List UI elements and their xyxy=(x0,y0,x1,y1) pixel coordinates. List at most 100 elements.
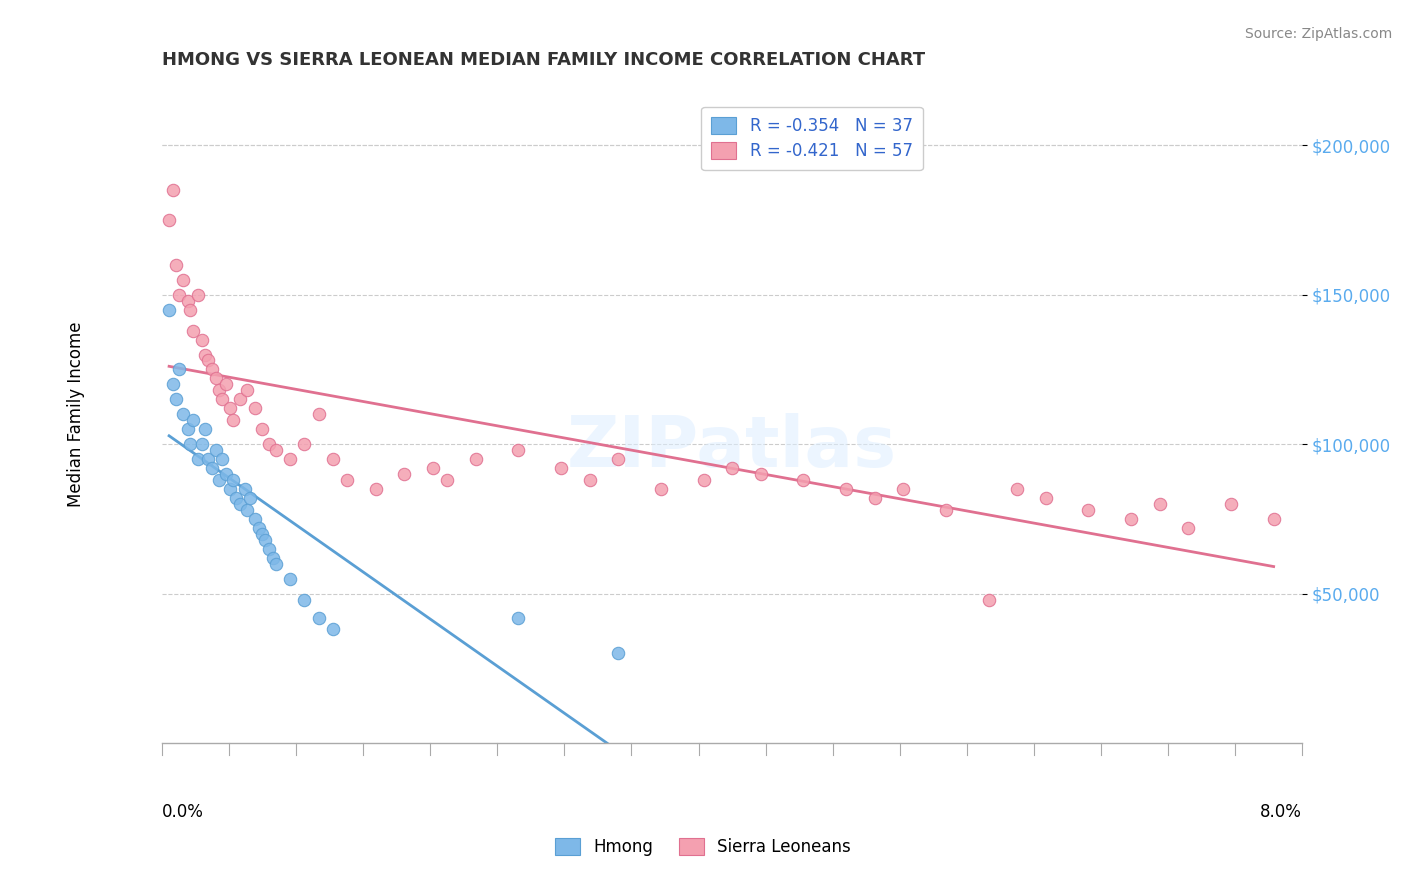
Point xyxy=(1263,512,1285,526)
Point xyxy=(157,213,180,227)
Point xyxy=(1119,512,1142,526)
Point xyxy=(364,482,387,496)
Point xyxy=(208,473,231,487)
Point xyxy=(162,377,184,392)
Point xyxy=(257,541,280,556)
Text: HMONG VS SIERRA LEONEAN MEDIAN FAMILY INCOME CORRELATION CHART: HMONG VS SIERRA LEONEAN MEDIAN FAMILY IN… xyxy=(162,51,925,69)
Text: 0.0%: 0.0% xyxy=(162,803,204,821)
Point xyxy=(229,497,252,511)
Text: Source: ZipAtlas.com: Source: ZipAtlas.com xyxy=(1244,27,1392,41)
Point xyxy=(294,437,316,451)
Point xyxy=(167,362,190,376)
Point xyxy=(236,384,259,398)
Point xyxy=(264,557,287,571)
Point xyxy=(247,521,270,535)
Point xyxy=(215,377,238,392)
Legend: Hmong, Sierra Leoneans: Hmong, Sierra Leoneans xyxy=(546,828,860,866)
Point xyxy=(650,482,672,496)
Point xyxy=(578,473,600,487)
Point xyxy=(749,467,772,481)
Point xyxy=(1177,521,1199,535)
Point xyxy=(278,452,301,467)
Point xyxy=(172,273,194,287)
Point xyxy=(721,461,744,475)
Point xyxy=(1219,497,1241,511)
Point xyxy=(215,467,238,481)
Point xyxy=(194,347,217,361)
Point xyxy=(250,422,273,436)
Point xyxy=(208,384,231,398)
Point xyxy=(308,610,330,624)
Point xyxy=(236,503,259,517)
Point xyxy=(187,452,209,467)
Point xyxy=(243,401,266,416)
Point xyxy=(1077,503,1099,517)
Point xyxy=(891,482,914,496)
Point xyxy=(253,533,276,547)
Point xyxy=(165,258,187,272)
Point xyxy=(243,512,266,526)
Point xyxy=(197,353,219,368)
Point xyxy=(222,413,245,427)
Point xyxy=(219,482,242,496)
Point xyxy=(607,452,630,467)
Point xyxy=(294,592,316,607)
Point xyxy=(792,473,814,487)
Point xyxy=(179,437,201,451)
Legend: R = -0.354   N = 37, R = -0.421   N = 57: R = -0.354 N = 37, R = -0.421 N = 57 xyxy=(702,107,922,170)
Point xyxy=(1005,482,1028,496)
Point xyxy=(233,482,256,496)
Point xyxy=(222,473,245,487)
Point xyxy=(167,287,190,301)
Point xyxy=(194,422,217,436)
Point xyxy=(835,482,858,496)
Point xyxy=(508,610,530,624)
Point xyxy=(162,183,184,197)
Point xyxy=(201,362,224,376)
Point xyxy=(205,443,228,458)
Point xyxy=(436,473,458,487)
Point xyxy=(197,452,219,467)
Point xyxy=(322,623,344,637)
Point xyxy=(225,491,247,505)
Point xyxy=(176,422,198,436)
Point xyxy=(250,526,273,541)
Point xyxy=(239,491,262,505)
Text: 8.0%: 8.0% xyxy=(1260,803,1302,821)
Point xyxy=(205,371,228,385)
Point xyxy=(191,437,214,451)
Point xyxy=(187,287,209,301)
Point xyxy=(181,324,204,338)
Point xyxy=(422,461,444,475)
Point xyxy=(179,302,201,317)
Point xyxy=(607,646,630,660)
Point xyxy=(464,452,486,467)
Point xyxy=(211,452,233,467)
Point xyxy=(935,503,957,517)
Point xyxy=(863,491,886,505)
Point xyxy=(336,473,359,487)
Point xyxy=(508,443,530,458)
Point xyxy=(219,401,242,416)
Point xyxy=(977,592,1000,607)
Point xyxy=(229,392,252,407)
Point xyxy=(264,443,287,458)
Point xyxy=(176,293,198,308)
Point xyxy=(211,392,233,407)
Point xyxy=(172,407,194,421)
Point xyxy=(278,572,301,586)
Point xyxy=(262,550,284,565)
Text: ZIPatlas: ZIPatlas xyxy=(567,413,897,482)
Point xyxy=(1149,497,1171,511)
Point xyxy=(322,452,344,467)
Point xyxy=(257,437,280,451)
Point xyxy=(181,413,204,427)
Point xyxy=(1035,491,1057,505)
Point xyxy=(394,467,416,481)
Point xyxy=(201,461,224,475)
Point xyxy=(165,392,187,407)
Point xyxy=(550,461,572,475)
Point xyxy=(157,302,180,317)
Point xyxy=(692,473,714,487)
Text: Median Family Income: Median Family Income xyxy=(67,321,86,507)
